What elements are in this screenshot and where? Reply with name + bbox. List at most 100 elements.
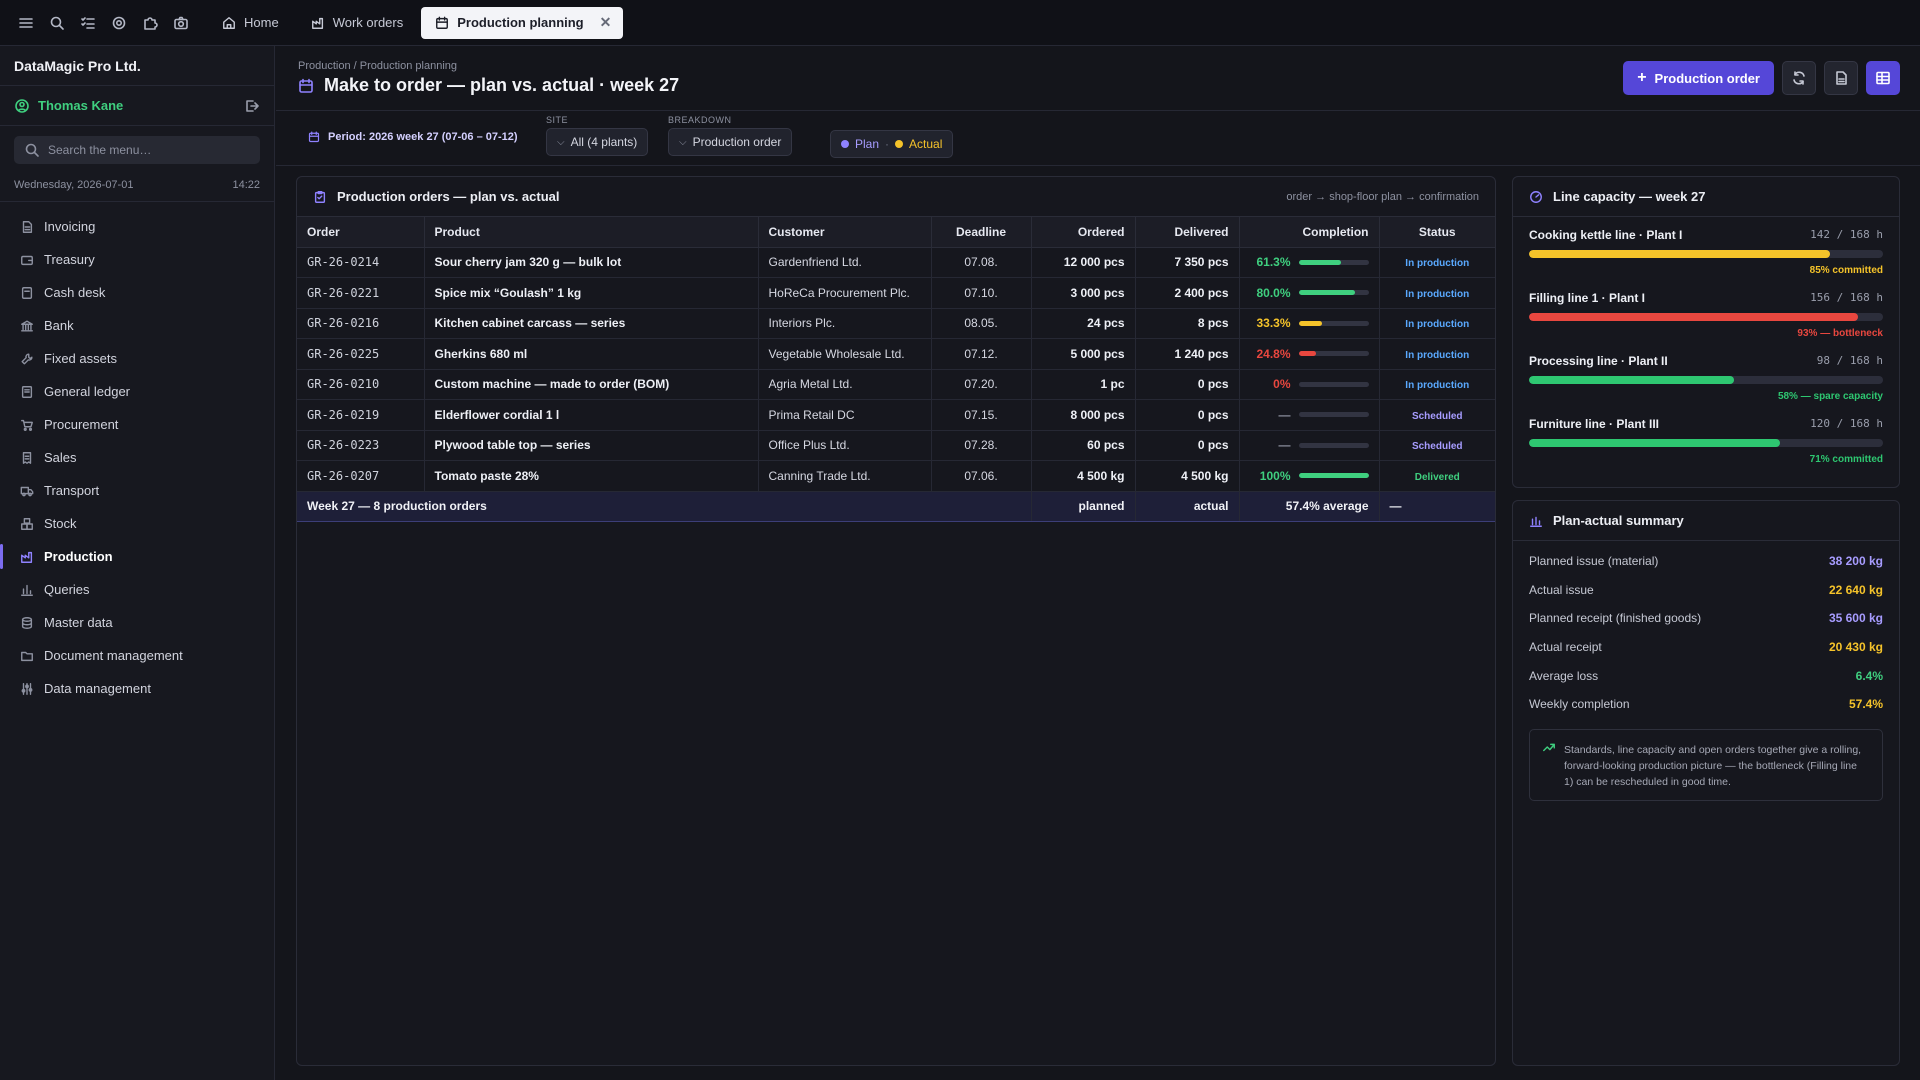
breakdown-select[interactable]: ⌵ Production order xyxy=(668,128,793,156)
tab-production-planning[interactable]: Production planning ✕ xyxy=(421,6,624,39)
capacity-line[interactable]: Processing line · Plant II 98 / 168 h 58% … xyxy=(1513,343,1899,406)
date-bar: Wednesday, 2026-07-01 14:22 xyxy=(0,176,274,202)
capacity-bar-fill xyxy=(1529,250,1830,258)
order-number[interactable]: GR-26-0221 xyxy=(297,277,425,309)
ordered-qty: 1 pc xyxy=(1031,369,1136,400)
completion-percent: 61.3% xyxy=(1256,255,1291,270)
sidebar-item-treasury[interactable]: Treasury xyxy=(0,243,274,276)
plan-actual-summary-panel: Plan-actual summary Planned issue (mater… xyxy=(1512,500,1900,1066)
sidebar-item-stock[interactable]: Stock xyxy=(0,507,274,540)
sidebar-item-document-management[interactable]: Document management xyxy=(0,639,274,672)
column-header[interactable]: Ordered xyxy=(1031,217,1136,248)
period-selector[interactable]: Period: 2026 week 27 (07-06 – 07-12) xyxy=(308,131,518,143)
order-number[interactable]: GR-26-0207 xyxy=(297,460,425,492)
order-number[interactable]: GR-26-0225 xyxy=(297,338,425,370)
column-header[interactable]: Status xyxy=(1379,217,1495,248)
clipboard-icon xyxy=(313,190,327,204)
refresh-button[interactable] xyxy=(1782,61,1816,95)
menu-search-input[interactable] xyxy=(48,143,248,157)
calendar-icon xyxy=(435,16,449,30)
capacity-line[interactable]: Cooking kettle line · Plant I 142 / 168 h… xyxy=(1513,217,1899,280)
line-name: Furniture line · Plant III xyxy=(1529,417,1660,431)
status-cell: In production xyxy=(1379,277,1495,309)
puzzle-icon[interactable] xyxy=(134,8,165,38)
tab-work-orders[interactable]: Work orders xyxy=(297,7,416,39)
column-header[interactable]: Deadline xyxy=(931,217,1032,248)
delivered-qty: 0 pcs xyxy=(1135,369,1240,400)
summary-row: Weekly completion 57.4% xyxy=(1513,690,1899,719)
new-production-order-button[interactable]: + Production order xyxy=(1623,61,1774,95)
column-header[interactable]: Completion xyxy=(1239,217,1380,248)
user-name[interactable]: Thomas Kane xyxy=(38,98,124,113)
table-row[interactable]: GR-26-0223 Plywood table top — series Offi… xyxy=(297,430,1495,461)
capacity-line[interactable]: Furniture line · Plant III 120 / 168 h 71%… xyxy=(1513,406,1899,469)
order-number[interactable]: GR-26-0214 xyxy=(297,247,425,278)
line-hours: 98 / 168 h xyxy=(1816,354,1883,367)
table-row[interactable]: GR-26-0214 Sour cherry jam 320 g — bulk l… xyxy=(297,247,1495,278)
sidebar-item-procurement[interactable]: Procurement xyxy=(0,408,274,441)
gear-icon[interactable] xyxy=(103,8,134,38)
home-icon xyxy=(222,16,236,30)
sidebar-item-sales[interactable]: Sales xyxy=(0,441,274,474)
current-time: 14:22 xyxy=(232,178,260,191)
panel-title: Production orders — plan vs. actual xyxy=(337,189,560,204)
completion-bar xyxy=(1298,442,1369,448)
order-number[interactable]: GR-26-0223 xyxy=(297,430,425,461)
column-header[interactable]: Delivered xyxy=(1135,217,1240,248)
summary-row: Actual issue 22 640 kg xyxy=(1513,576,1899,605)
line-capacity-panel: Line capacity — week 27 Cooking kettle l… xyxy=(1512,176,1900,488)
sidebar-item-master-data[interactable]: Master data xyxy=(0,606,274,639)
status-cell: In production xyxy=(1379,308,1495,339)
checklist-icon[interactable] xyxy=(72,8,103,38)
sidebar-item-label: General ledger xyxy=(44,384,130,399)
plan-actual-legend[interactable]: Plan · Actual xyxy=(830,130,954,158)
delivered-qty: 8 pcs xyxy=(1135,308,1240,339)
sidebar-item-data-management[interactable]: Data management xyxy=(0,672,274,705)
tab-label: Work orders xyxy=(332,15,404,30)
deadline: 07.06. xyxy=(931,460,1032,492)
completion-percent: — xyxy=(1278,438,1291,453)
customer-name: Canning Trade Ltd. xyxy=(758,460,932,492)
sidebar-item-label: Sales xyxy=(44,450,77,465)
menu-icon[interactable] xyxy=(10,8,41,38)
panel-header: Line capacity — week 27 xyxy=(1513,177,1899,217)
column-header[interactable]: Order xyxy=(297,217,425,248)
order-number[interactable]: GR-26-0219 xyxy=(297,399,425,431)
table-row[interactable]: GR-26-0219 Elderflower cordial 1 l Prima R… xyxy=(297,399,1495,431)
summary-value: 20 430 kg xyxy=(1828,640,1883,655)
status-badge: In production xyxy=(1405,349,1470,361)
sidebar-item-production[interactable]: Production xyxy=(0,540,274,573)
table-row[interactable]: GR-26-0216 Kitchen cabinet carcass — seri… xyxy=(297,308,1495,339)
camera-icon[interactable] xyxy=(165,8,196,38)
sidebar-item-transport[interactable]: Transport xyxy=(0,474,274,507)
sidebar-item-queries[interactable]: Queries xyxy=(0,573,274,606)
close-icon[interactable]: ✕ xyxy=(599,14,612,30)
column-header[interactable]: Product xyxy=(424,217,759,248)
column-header[interactable]: Customer xyxy=(758,217,932,248)
logout-icon[interactable] xyxy=(244,98,260,114)
order-number[interactable]: GR-26-0216 xyxy=(297,308,425,339)
order-number[interactable]: GR-26-0210 xyxy=(297,369,425,400)
tab-home[interactable]: Home xyxy=(208,7,291,39)
export-document-button[interactable] xyxy=(1824,61,1858,95)
sidebar-item-general-ledger[interactable]: General ledger xyxy=(0,375,274,408)
sidebar-item-invoicing[interactable]: Invoicing xyxy=(0,210,274,243)
sidebar-item-bank[interactable]: Bank xyxy=(0,309,274,342)
customer-name: Interiors Plc. xyxy=(758,308,932,339)
gauge-icon xyxy=(1529,190,1543,204)
product-name: Sour cherry jam 320 g — bulk lot xyxy=(424,247,759,278)
table-row[interactable]: GR-26-0221 Spice mix “Goulash” 1 kg HoReCa… xyxy=(297,277,1495,309)
user-row: Thomas Kane xyxy=(0,86,274,126)
table-row[interactable]: GR-26-0225 Gherkins 680 ml Vegetable Whole… xyxy=(297,338,1495,370)
sidebar-nav: Invoicing Treasury Cash desk Bank Fixed … xyxy=(0,210,274,705)
table-view-button[interactable] xyxy=(1866,61,1900,95)
table-row[interactable]: GR-26-0207 Tomato paste 28% Canning Trade … xyxy=(297,460,1495,492)
summary-row: Planned issue (material) 38 200 kg xyxy=(1513,547,1899,576)
capacity-bar-fill xyxy=(1529,376,1735,384)
capacity-line[interactable]: Filling line 1 · Plant I 156 / 168 h 93% —… xyxy=(1513,280,1899,343)
search-icon[interactable] xyxy=(41,8,72,38)
site-select[interactable]: ⌵ All (4 plants) xyxy=(546,128,649,156)
table-row[interactable]: GR-26-0210 Custom machine — made to order… xyxy=(297,369,1495,400)
sidebar-item-fixed-assets[interactable]: Fixed assets xyxy=(0,342,274,375)
sidebar-item-cash-desk[interactable]: Cash desk xyxy=(0,276,274,309)
